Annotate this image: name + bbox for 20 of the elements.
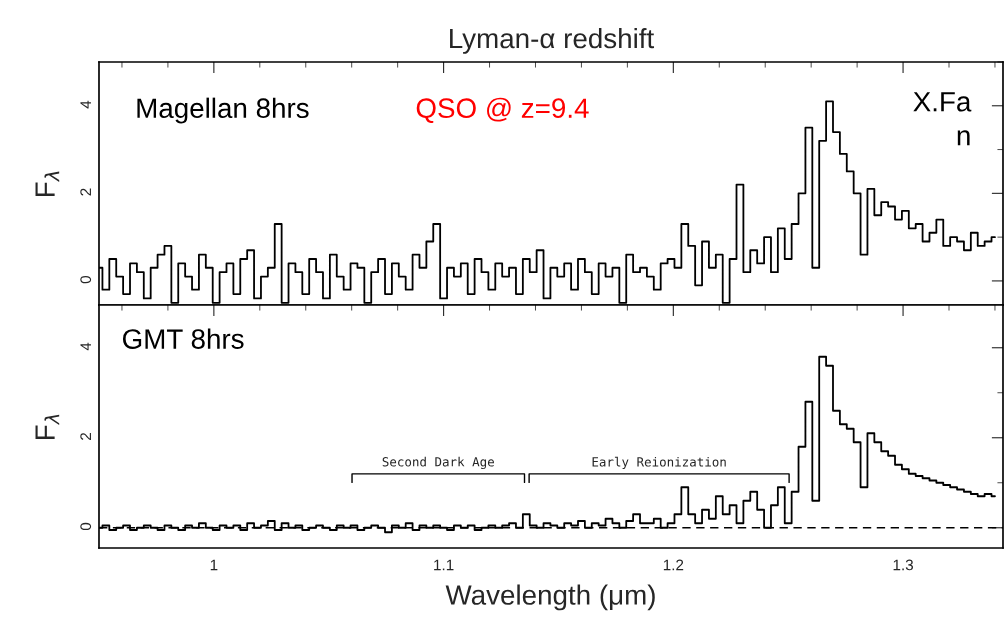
y-tick-label: 0 <box>80 522 92 531</box>
annotation: QSO @ z=9.4 <box>416 97 589 124</box>
y-tick-label: 2 <box>80 188 91 196</box>
y-axis-title: F$_{λ}$ <box>35 171 60 197</box>
y-tick-label: 0 <box>80 275 92 284</box>
x-tick-label: 1 <box>210 559 218 571</box>
x-tick-label: 1.1 <box>434 559 454 571</box>
annotation: Early Reionization <box>592 456 726 470</box>
chart-title: Lyman-α redshift <box>450 27 655 54</box>
annotation: Second Dark Age <box>382 456 494 470</box>
x-axis-title: Wavelength (μm) <box>445 584 655 611</box>
y-axis-title: F$_{λ}$ <box>35 414 60 440</box>
y-tick-label: 4 <box>80 100 91 109</box>
x-tick-label: 1.2 <box>663 559 684 571</box>
y-tick-label: 4 <box>80 342 91 351</box>
annotation: X.Fa n <box>913 92 972 146</box>
x-tick-label: 1.3 <box>893 559 914 571</box>
annotation: GMT 8hrs <box>122 328 244 349</box>
y-tick-label: 2 <box>80 432 91 440</box>
annotation: Magellan 8hrs <box>137 97 309 124</box>
